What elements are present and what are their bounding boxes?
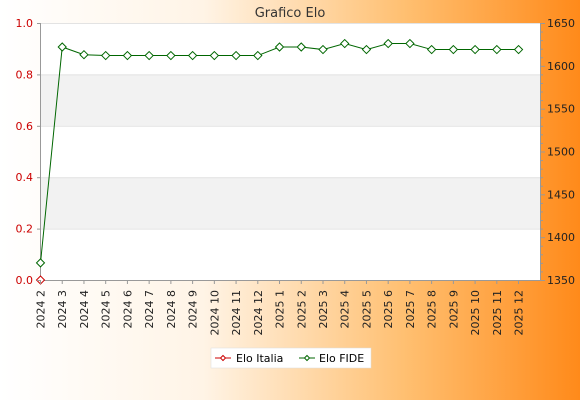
legend-fide-label: Elo FIDE [319, 352, 364, 365]
x-tick-label: 2025 1 [274, 290, 287, 329]
x-tick-label: 2024 3 [56, 290, 69, 329]
data-point [426, 44, 437, 55]
x-tick-label: 2024 11 [230, 290, 243, 336]
data-point [405, 38, 415, 49]
x-tick-label: 2025 8 [426, 290, 439, 329]
x-tick-label: 2024 6 [121, 290, 134, 329]
data-point [513, 44, 524, 55]
data-point [470, 44, 480, 55]
x-tick-label: 2025 3 [317, 290, 330, 329]
data-point [383, 38, 393, 49]
y-right-tick-label: 1650 [547, 17, 575, 30]
data-point [296, 42, 306, 52]
data-point [318, 44, 328, 55]
x-tick-label: 2025 2 [295, 290, 308, 329]
x-tick-label: 2025 9 [447, 290, 460, 329]
x-tick-label: 2025 12 [513, 290, 526, 336]
data-point [122, 50, 133, 61]
y-left-tick-label: 0.4 [16, 171, 34, 184]
y-left-tick-label: 0.0 [16, 274, 34, 287]
data-point [448, 44, 459, 55]
x-tick-label: 2025 7 [404, 290, 417, 329]
x-tick-label: 2024 2 [35, 290, 48, 329]
data-point [79, 49, 89, 60]
x-tick-label: 2024 7 [143, 290, 156, 329]
legend-italia-label: Elo Italia [236, 352, 283, 365]
plot-band [40, 74, 540, 126]
x-tick-label: 2024 4 [78, 290, 91, 329]
data-point [253, 50, 263, 61]
x-tick-label: 2025 6 [382, 290, 395, 329]
data-point [274, 42, 285, 52]
y-left-tick-label: 0.8 [16, 68, 34, 81]
x-tick-label: 2025 5 [360, 290, 373, 329]
legend-italia-marker [219, 354, 227, 362]
data-point [492, 44, 502, 55]
chart-title: Grafico Elo [255, 6, 326, 21]
x-tick-label: 2024 10 [208, 290, 221, 336]
data-point [144, 50, 154, 61]
x-tick-label: 2024 12 [252, 290, 265, 336]
plot-band [40, 177, 540, 229]
y-right-tick-label: 1500 [547, 146, 575, 159]
y-left-tick-label: 0.2 [16, 223, 34, 236]
data-point [340, 38, 350, 49]
x-tick-label: 2024 5 [100, 290, 113, 329]
y-left-tick-label: 1.0 [16, 17, 34, 30]
legend-fide-marker [303, 354, 311, 362]
x-tick-label: 2025 10 [469, 290, 482, 336]
data-point [187, 50, 198, 61]
legend-box [210, 347, 372, 369]
plot-area [40, 23, 540, 280]
data-point [361, 44, 372, 55]
data-point [57, 42, 67, 52]
x-tick-label: 2024 8 [165, 290, 178, 329]
y-right-tick-label: 1600 [547, 60, 575, 73]
x-tick-label: 2025 11 [491, 290, 504, 336]
y-right-tick-label: 1400 [547, 231, 575, 244]
data-point [166, 50, 176, 61]
data-point [209, 50, 220, 61]
data-point [35, 258, 46, 268]
y-right-tick-label: 1550 [547, 103, 575, 116]
legend: Elo Italia Elo FIDE [210, 347, 372, 369]
y-right-tick-label: 1450 [547, 188, 575, 201]
x-tick-label: 2024 9 [187, 290, 200, 329]
data-point [100, 50, 111, 61]
data-point [231, 50, 241, 61]
y-left-tick-label: 0.6 [16, 120, 34, 133]
y-right-tick-label: 1350 [547, 274, 575, 287]
x-tick-label: 2025 4 [339, 290, 352, 329]
